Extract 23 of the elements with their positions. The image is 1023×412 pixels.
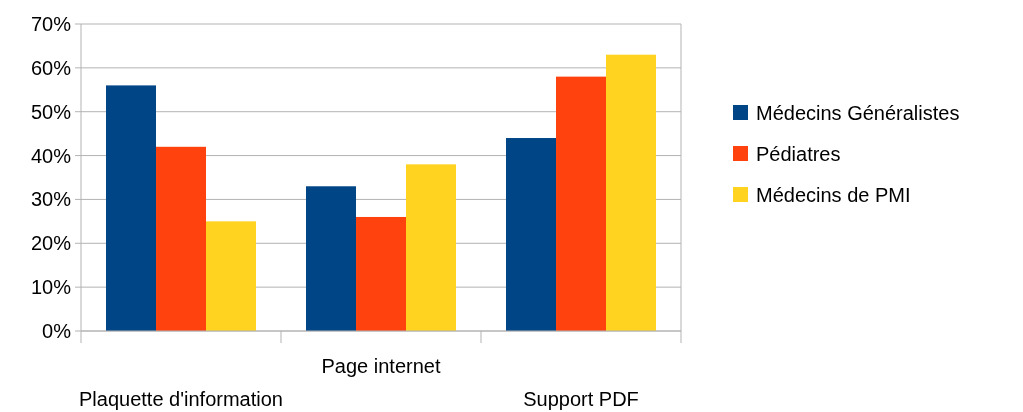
y-tick-label: 10% [30, 276, 72, 299]
bar [356, 216, 406, 331]
legend-label: Médecins de PMI [756, 184, 911, 206]
bar [556, 76, 606, 331]
bar [606, 54, 656, 331]
y-tick-label: 60% [30, 56, 72, 79]
y-tick-label: 40% [30, 144, 72, 167]
legend-label: Pédiatres [756, 143, 841, 165]
y-tick-label: 30% [30, 188, 72, 211]
bar [206, 221, 256, 331]
x-tick-label: Page internet [321, 355, 441, 377]
x-tick-label: Plaquette d'information [79, 388, 283, 410]
legend-label: Médecins Généralistes [756, 102, 960, 124]
y-tick-label: 50% [30, 100, 72, 123]
y-tick-label: 20% [30, 232, 72, 255]
bar [106, 85, 156, 331]
y-tick-label: 0% [42, 320, 72, 342]
bar [156, 146, 206, 331]
bar [306, 186, 356, 331]
bar [406, 164, 456, 331]
y-tick-label: 70% [30, 13, 72, 35]
bar [506, 138, 556, 331]
x-tick-label: Support PDF [523, 388, 639, 410]
